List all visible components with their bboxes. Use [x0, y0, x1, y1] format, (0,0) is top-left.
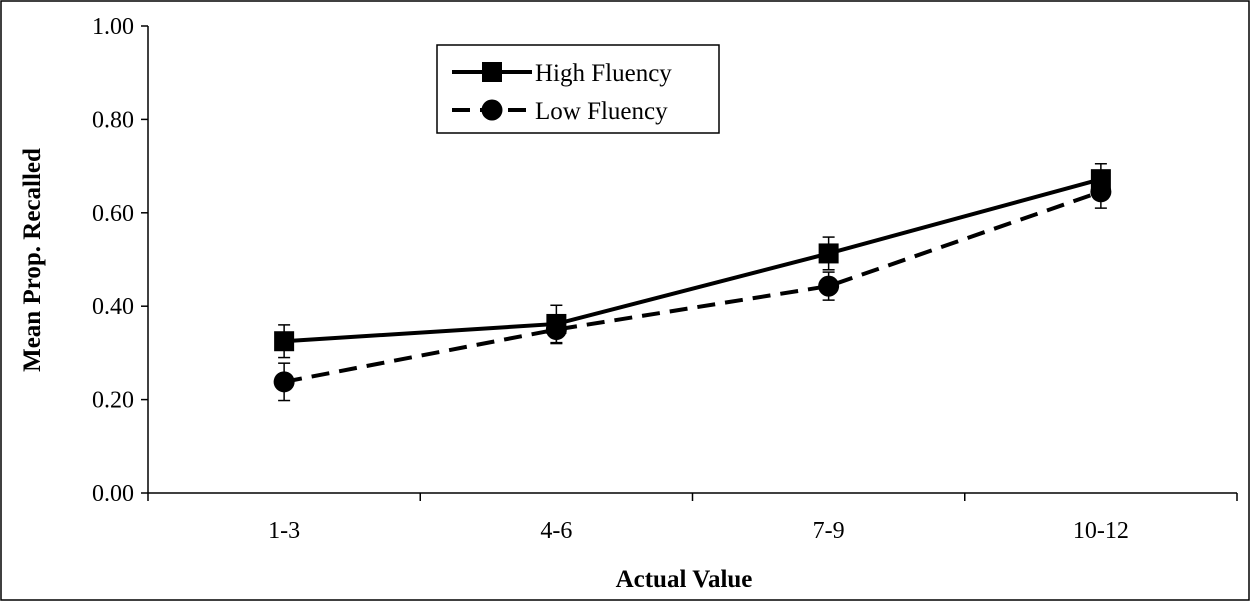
legend-label: High Fluency — [535, 60, 672, 87]
y-tick-label: 0.40 — [92, 294, 134, 320]
y-tick-label: 0.20 — [92, 388, 134, 414]
y-tick-labels: 0.00 0.20 0.40 0.60 0.80 1.00 — [92, 14, 134, 507]
y-tick-label: 0.80 — [92, 107, 134, 133]
series-line — [283, 177, 1102, 344]
legend-item: High Fluency — [452, 60, 672, 87]
x-tick-label: 7-9 — [813, 518, 845, 544]
data-point — [818, 275, 840, 297]
data-point — [273, 371, 295, 393]
legend-box — [436, 44, 720, 134]
data-point — [545, 319, 567, 341]
x-tick-labels: 1-3 4-6 7-9 10-12 — [268, 518, 1129, 544]
data-point — [818, 243, 839, 264]
series-low-fluency — [273, 174, 1112, 402]
legend-marker — [481, 99, 503, 121]
y-tick-label: 0.60 — [92, 201, 134, 227]
legend-item: Low Fluency — [452, 98, 668, 125]
legend-label: Low Fluency — [535, 98, 668, 125]
x-tick-label: 4-6 — [540, 518, 572, 544]
data-point — [1090, 181, 1112, 203]
legend-marker — [482, 62, 502, 82]
series-layer — [273, 163, 1112, 402]
y-tick-label: 1.00 — [92, 14, 134, 40]
x-tick-label: 1-3 — [268, 518, 300, 544]
x-axis-title: Actual Value — [616, 566, 753, 593]
y-tick-label: 0.00 — [92, 481, 134, 507]
x-tick-label: 10-12 — [1073, 518, 1129, 544]
y-axis-title: Mean Prop. Recalled — [19, 148, 46, 372]
data-point — [274, 331, 295, 352]
legend: High Fluency Low Fluency — [436, 44, 720, 134]
axes — [141, 25, 1238, 501]
